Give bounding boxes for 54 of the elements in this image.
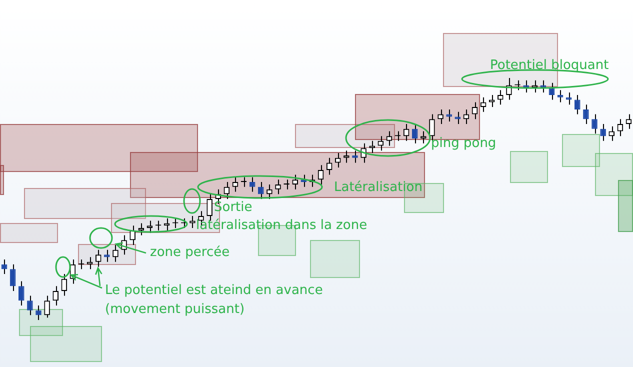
candlestick [454,111,461,124]
candlestick [95,249,102,268]
candlestick [378,136,384,152]
candlestick [498,90,504,106]
text: Potentiel bloquant [490,58,609,73]
candlestick [335,152,341,168]
annotation: (movement puissant) [105,302,245,317]
candlestick [10,264,16,292]
candlestick [104,249,110,262]
candlestick [438,108,444,124]
candlestick [44,295,50,318]
annotation: latéralisation dans la zone [196,218,368,233]
candlestick [130,225,136,246]
candlestick [232,176,238,192]
candlestick [318,164,324,185]
candlestick [292,174,298,190]
annotation: zone percée [150,245,230,260]
candlestick [480,96,486,112]
candlestick [412,123,418,144]
candlestick [352,150,358,164]
candlestick [608,126,614,142]
candlestick [344,150,350,164]
candlestick [472,102,478,120]
candlestick [600,123,606,142]
candlestick [52,286,58,306]
candlestick [112,244,118,262]
candlestick [164,218,170,231]
candlestick [557,90,564,103]
candlestick [420,130,426,144]
candlestick [566,92,572,106]
candlestick [27,295,33,316]
candlestick [300,174,307,188]
candlestick [574,94,580,115]
candlestick [258,182,264,200]
candlestick [386,130,392,146]
candlestick [583,104,589,124]
candlestick [146,220,153,234]
candlestick [36,304,42,320]
candlestick [326,157,332,176]
candlestick [138,222,144,236]
candlestick [61,274,68,296]
candlestick [266,184,272,200]
candlestick [275,179,281,195]
candlestick [249,176,256,192]
candlestick [626,114,632,130]
annotation: ping pong [431,136,496,151]
annotation: Latéralisation [334,180,422,195]
annotation: Le potentiel est ateind en avance [105,283,323,298]
candlestick [240,176,247,188]
candlestick [18,280,24,306]
candlestick [592,114,598,134]
candlestick [548,82,555,100]
annotation: Sortie [214,200,252,215]
candlestick [86,256,93,270]
